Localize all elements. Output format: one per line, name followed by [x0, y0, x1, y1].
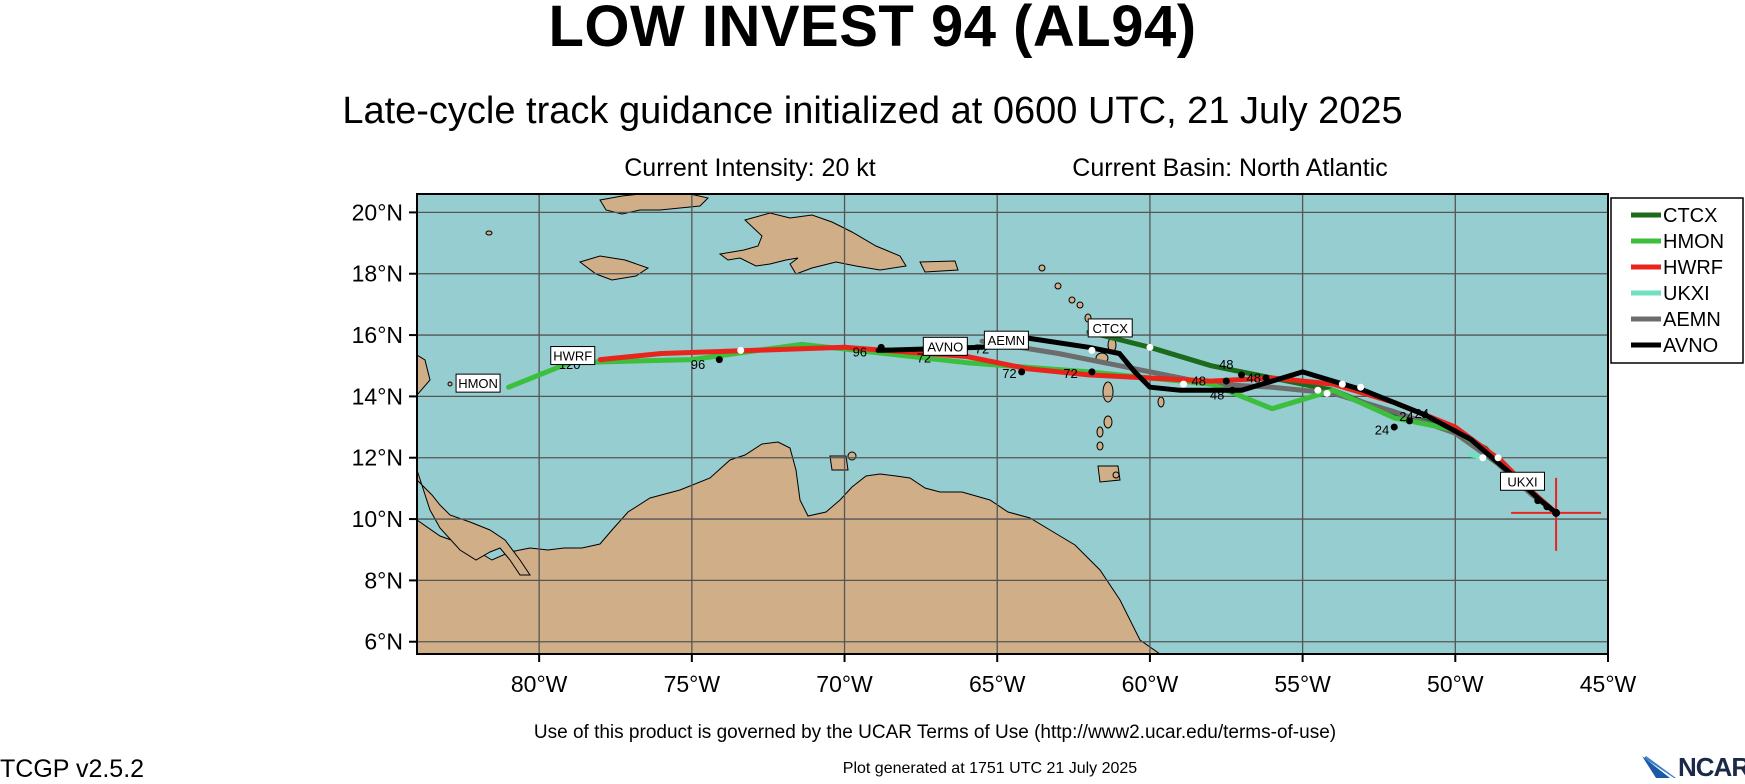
map-subtitle: Late-cycle track guidance initialized at…	[342, 90, 1403, 132]
lon-tick-label: 55°W	[1274, 671, 1331, 697]
legend: CTCX HMON HWRF UKXI AEMN AVNO	[1610, 197, 1744, 364]
software-version: TCGP v2.5.2	[0, 755, 145, 783]
ncar-logo: NCAR	[1640, 752, 1745, 782]
forecast-dot	[1390, 423, 1398, 431]
forecast-dot-white	[1338, 380, 1346, 388]
current-basin: Current Basin: North Atlantic	[1072, 154, 1388, 182]
lat-tick-label: 14°N	[352, 383, 403, 409]
forecast-hour-label: 24	[1414, 406, 1428, 421]
lon-tick-label: 80°W	[511, 671, 568, 697]
forecast-dot-white	[1357, 383, 1365, 391]
legend-label-aemn: AEMN	[1663, 309, 1721, 331]
forecast-dot-white	[1323, 389, 1331, 397]
track-map: 24242448484848727272729696120 HMONHWRFAV…	[352, 193, 1744, 697]
forecast-dot	[1262, 374, 1270, 382]
lon-tick-label: 60°W	[1122, 671, 1179, 697]
legend-label-ctcx: CTCX	[1663, 205, 1717, 227]
legend-label-ukxi: UKXI	[1663, 283, 1710, 305]
forecast-dot	[1534, 497, 1542, 505]
forecast-hour-label: 72	[1002, 366, 1016, 381]
curacao-land	[829, 455, 849, 471]
forecast-dot-white	[1180, 380, 1188, 388]
hispaniola-land	[718, 212, 907, 275]
model-tag-box	[550, 346, 596, 366]
forecast-dot	[1228, 386, 1236, 394]
lat-tick-label: 12°N	[352, 445, 403, 471]
lat-tick-label: 8°N	[364, 567, 403, 593]
model-tag-label: AVNO	[927, 339, 963, 354]
legend-label-hmon: HMON	[1663, 231, 1724, 253]
model-name-tags: HMON HWRF AVNO AEMN CTCX UKXI	[455, 318, 1545, 491]
graticule	[417, 194, 1608, 654]
legend-box	[1610, 197, 1744, 364]
forecast-dot-white	[1494, 454, 1502, 462]
legend-label-avno: AVNO	[1663, 335, 1718, 357]
forecast-hour-label: 48	[1210, 387, 1224, 402]
forecast-hour-label: 48	[1219, 357, 1233, 372]
current-position-dot	[1552, 508, 1561, 517]
forecast-dot-white	[1146, 343, 1154, 351]
model-tag-box	[922, 336, 968, 356]
model-tag-box	[1087, 318, 1133, 338]
forecast-dot-white	[737, 346, 745, 354]
current-intensity: Current Intensity: 20 kt	[624, 154, 876, 182]
legend-label-hwrf: HWRF	[1663, 257, 1723, 279]
ncar-logo-text: NCAR	[1678, 752, 1745, 782]
forecast-dot-white	[1088, 346, 1096, 354]
lat-tick-label: 20°N	[352, 199, 403, 225]
lon-tick-label: 50°W	[1427, 671, 1484, 697]
forecast-dot	[1421, 411, 1429, 419]
forecast-hour-label: 48	[1247, 371, 1261, 386]
south-america-land	[417, 441, 1161, 654]
model-tag-box	[1499, 471, 1545, 491]
forecast-hour-label: 72	[1063, 366, 1077, 381]
forecast-dot-white	[1314, 386, 1322, 394]
central-america-north-land	[417, 354, 431, 396]
forecast-dot	[715, 356, 723, 364]
lat-tick-label: 6°N	[364, 629, 403, 655]
model-tag-label: UKXI	[1507, 474, 1537, 489]
forecast-hour-label: 96	[691, 357, 705, 372]
model-tag-label: CTCX	[1093, 321, 1129, 336]
forecast-dot	[1018, 368, 1026, 376]
lat-tick-label: 10°N	[352, 506, 403, 532]
forecast-dot-white	[1479, 454, 1487, 462]
forecast-dot	[1238, 371, 1246, 379]
lat-tick-label: 16°N	[352, 322, 403, 348]
map-title: LOW INVEST 94 (AL94)	[548, 0, 1197, 59]
lon-tick-label: 45°W	[1580, 671, 1637, 697]
forecast-hour-label: 48	[1192, 374, 1206, 389]
model-tag-box	[983, 330, 1029, 350]
forecast-position-dots	[715, 343, 1560, 517]
lat-tick-label: 18°N	[352, 261, 403, 287]
forecast-dot	[1088, 368, 1096, 376]
model-tag-label: AEMN	[988, 333, 1026, 348]
forecast-dot	[1406, 417, 1413, 425]
ncar-swoosh-icon	[1642, 756, 1676, 778]
forecast-hour-label: 24	[1399, 409, 1413, 424]
forecast-dot	[1543, 503, 1551, 511]
track-avno	[875, 335, 1559, 516]
forecast-hour-label: 96	[853, 345, 867, 360]
plot-generated-time: Plot generated at 1751 UTC 21 July 2025	[842, 760, 1138, 777]
forecast-dot	[877, 343, 885, 351]
lon-tick-label: 75°W	[664, 671, 721, 697]
terms-of-use-note: Use of this product is governed by the U…	[533, 722, 1337, 743]
forecast-hour-label: 24	[1375, 423, 1389, 438]
lon-tick-label: 65°W	[969, 671, 1026, 697]
lon-tick-label: 70°W	[816, 671, 873, 697]
map-frame	[416, 193, 1609, 655]
model-tag-box	[455, 373, 501, 393]
current-position-marker	[1511, 477, 1602, 551]
central-america-land	[417, 469, 531, 576]
forecast-dot	[1222, 377, 1230, 385]
model-tag-label: HWRF	[553, 349, 592, 364]
puerto-rico-land	[919, 260, 959, 273]
land-layer	[417, 194, 1165, 654]
axis-tick-labels: 80°W 75°W 70°W 65°W 60°W 55°W 50°W 45°W 20°N 18°N…	[352, 199, 1637, 697]
model-tag-label: HMON	[458, 376, 498, 391]
